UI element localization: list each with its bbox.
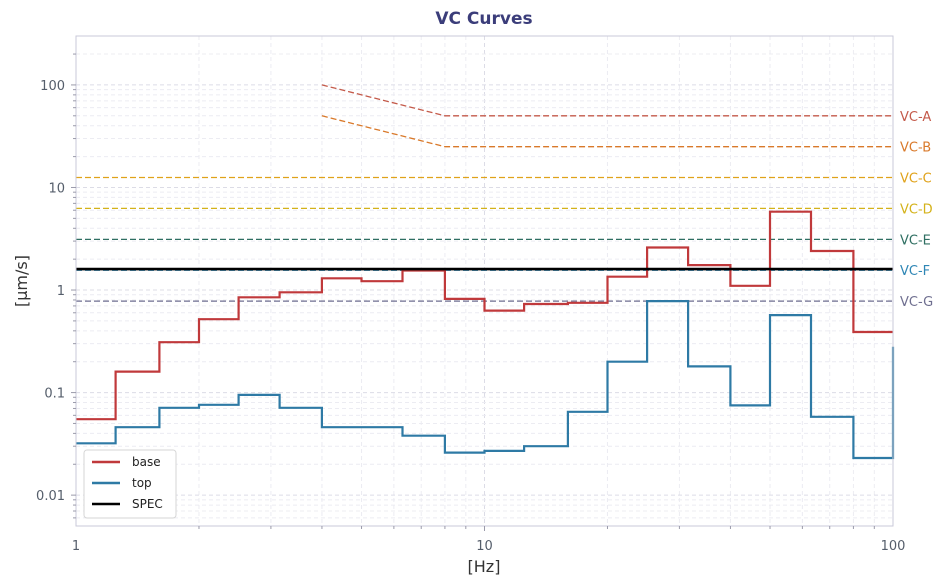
y-tick-label: 0.01 <box>36 489 65 504</box>
y-tick-label: 10 <box>48 181 65 196</box>
y-tick-label: 1 <box>57 284 65 299</box>
vc-criterion-label: VC-E <box>900 233 931 248</box>
y-axis-title: [µm/s] <box>12 255 31 307</box>
vc-criterion-label: VC-D <box>900 202 933 217</box>
chart-title: VC Curves <box>435 9 532 29</box>
vc-criterion-line <box>321 84 893 117</box>
axes: 1 10 100 0.01 0.1 1 10 100 <box>36 53 906 554</box>
x-tick-label: 10 <box>476 539 493 554</box>
vc-criteria-labels: VC-A VC-B VC-C VC-D VC-E VC-F VC-G <box>900 110 933 310</box>
series-line <box>76 210 893 421</box>
x-tick-label: 100 <box>881 539 906 554</box>
legend-label: base <box>132 455 161 469</box>
legend: base top SPEC <box>83 449 177 519</box>
vc-criterion-label: VC-B <box>900 141 931 156</box>
series-line <box>76 300 895 460</box>
vc-criterion-label: VC-G <box>900 295 933 310</box>
x-tick-label: 1 <box>72 539 80 554</box>
vc-criterion-label: VC-C <box>900 172 932 187</box>
legend-label: top <box>132 476 152 490</box>
y-tick-label: 100 <box>40 79 65 94</box>
legend-box <box>83 449 177 519</box>
vc-criterion-label: VC-A <box>900 110 931 125</box>
y-tick-label: 0.1 <box>44 387 65 402</box>
legend-label: SPEC <box>132 497 163 511</box>
vc-criterion-label: VC-F <box>900 264 930 279</box>
x-axis-title: [Hz] <box>468 557 501 576</box>
data-series <box>76 210 895 460</box>
vc-criterion-line <box>321 115 893 148</box>
